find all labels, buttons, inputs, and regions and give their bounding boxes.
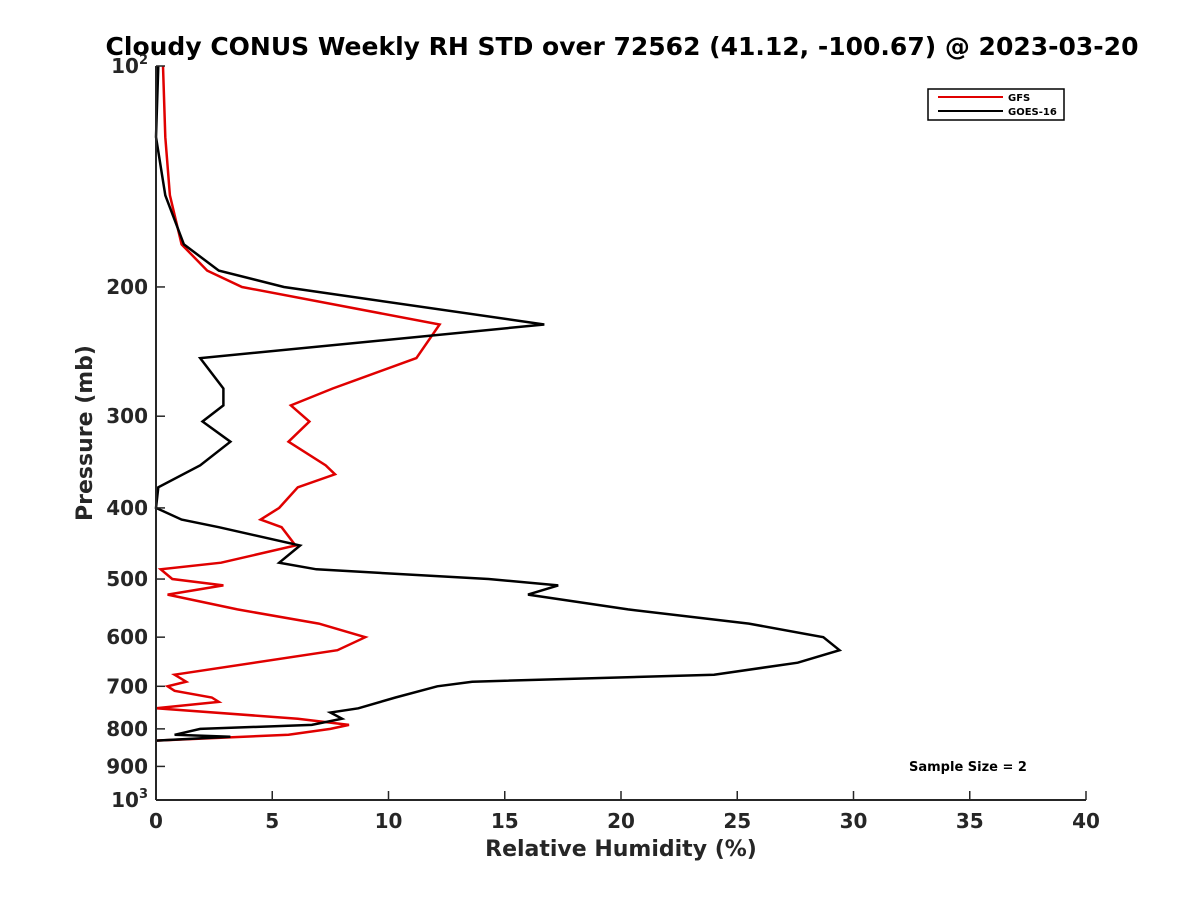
series-layer [154, 65, 843, 742]
legend: GFS GOES-16 [927, 88, 1065, 121]
y-tick-label: 300 [106, 404, 148, 428]
series-line-gfs [155, 65, 442, 742]
y-tick-label: 400 [106, 496, 148, 520]
x-tick-label: 10 [375, 809, 403, 833]
y-tick-label: 103 [111, 787, 148, 812]
legend-label-goes-16: GOES-16 [1008, 107, 1057, 118]
series-line-goes-16 [154, 65, 843, 742]
y-tick-label: 500 [106, 567, 148, 591]
x-axis-label: Relative Humidity (%) [485, 837, 757, 862]
x-ticks: 0 5 10 15 20 25 30 35 40 [149, 791, 1100, 833]
x-tick-label: 0 [149, 809, 163, 833]
legend-box [927, 88, 1065, 121]
x-tick-label: 25 [723, 809, 751, 833]
x-tick-label: 15 [491, 809, 519, 833]
y-tick-label: 600 [106, 625, 148, 649]
y-tick-label: 900 [106, 754, 148, 778]
legend-label-gfs: GFS [1008, 93, 1030, 104]
y-ticks: 102 200 300 400 500 600 700 800 900 103 [106, 53, 165, 812]
x-tick-label: 20 [607, 809, 635, 833]
chart-title: Cloudy CONUS Weekly RH STD over 72562 (4… [106, 32, 1139, 61]
x-tick-label: 40 [1072, 809, 1100, 833]
x-tick-label: 30 [840, 809, 868, 833]
sample-size-annotation: Sample Size = 2 [909, 760, 1027, 775]
y-tick-label: 800 [106, 717, 148, 741]
y-tick-label: 200 [106, 275, 148, 299]
y-tick-label: 102 [111, 53, 148, 78]
y-tick-label: 700 [106, 674, 148, 698]
x-tick-label: 5 [265, 809, 279, 833]
y-axis-label: Pressure (mb) [73, 345, 98, 521]
x-tick-label: 35 [956, 809, 984, 833]
